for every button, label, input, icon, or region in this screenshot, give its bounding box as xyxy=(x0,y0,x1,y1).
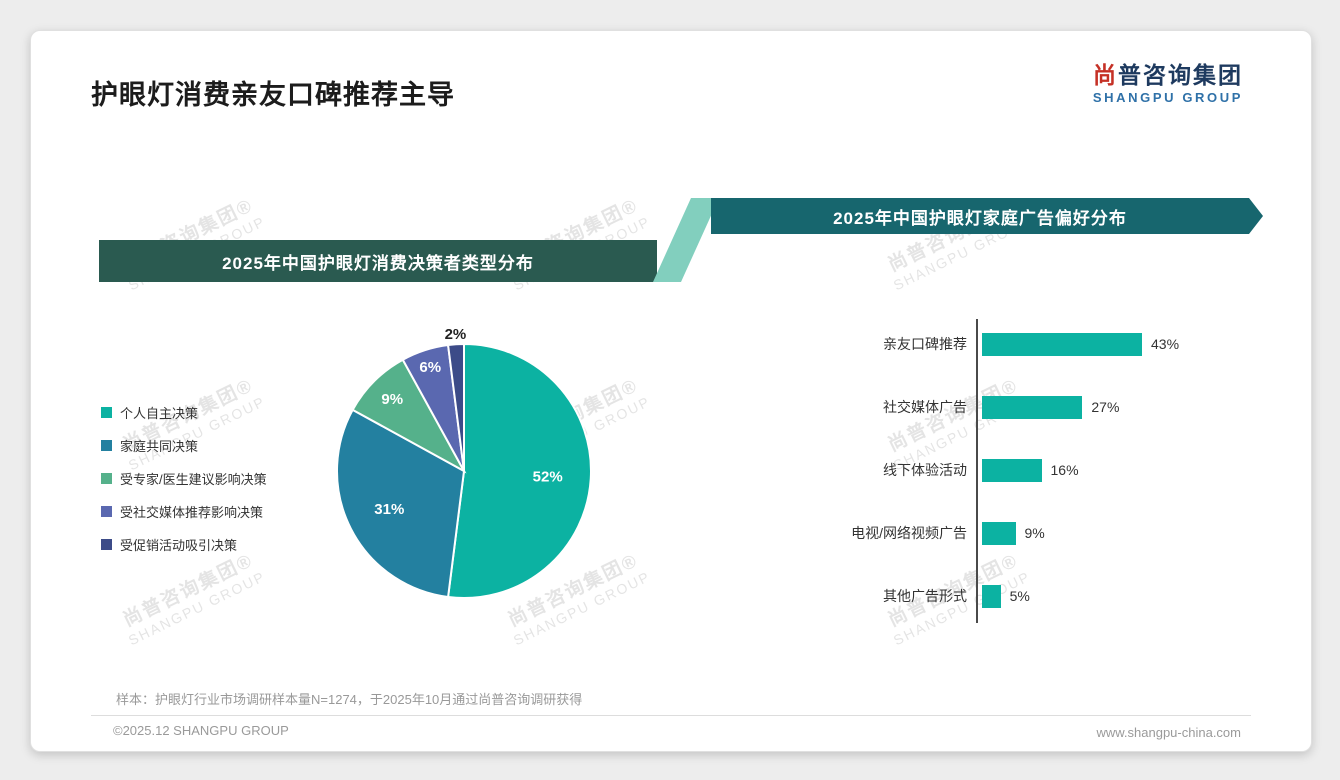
pie-slice xyxy=(446,342,592,599)
pie-slice-label: 9% xyxy=(381,391,403,408)
legend-swatch xyxy=(101,407,112,418)
bar-row: 线下体验活动 16% xyxy=(811,459,1281,482)
bar-row: 社交媒体广告 27% xyxy=(811,396,1281,419)
legend-swatch xyxy=(101,506,112,517)
bar-category-label: 线下体验活动 xyxy=(883,462,967,478)
legend-item: 家庭共同决策 xyxy=(101,436,267,455)
bar xyxy=(982,585,1001,608)
banner-graphics xyxy=(99,198,1263,282)
legend-label: 家庭共同决策 xyxy=(120,439,199,454)
bar-category-label: 亲友口碑推荐 xyxy=(883,336,967,352)
page-title: 护眼灯消费亲友口碑推荐主导 xyxy=(91,80,455,110)
bar-row: 电视/网络视频广告 9% xyxy=(811,522,1281,545)
pie-slice xyxy=(446,342,465,472)
pie-slice-label: 52% xyxy=(533,468,563,485)
legend-item: 受专家/医生建议影响决策 xyxy=(101,469,267,488)
right-banner-arrow xyxy=(1249,198,1263,234)
bar-value-label: 5% xyxy=(1009,588,1030,604)
copyright: ©2025.12 SHANGPU GROUP xyxy=(113,723,289,738)
banner-connector-shape xyxy=(653,198,719,282)
legend-item: 个人自主决策 xyxy=(101,403,267,422)
sample-note: 样本：护眼灯行业市场调研样本量N=1274，于2025年10月通过尚普咨询调研获… xyxy=(116,692,583,707)
bar xyxy=(982,522,1016,545)
left-banner-shape xyxy=(99,240,657,282)
bar-value-label: 43% xyxy=(1151,336,1180,352)
legend-item: 受促销活动吸引决策 xyxy=(101,535,267,554)
legend-label: 个人自主决策 xyxy=(120,406,199,421)
footer-divider xyxy=(91,715,1251,716)
content-layer: 护眼灯消费亲友口碑推荐主导 尚普咨询集团 SHANGPU GROUP 2025年… xyxy=(31,31,1311,751)
legend-label: 受促销活动吸引决策 xyxy=(120,538,238,553)
logo-en-text: SHANGPU GROUP xyxy=(1092,90,1243,105)
legend-item: 受社交媒体推荐影响决策 xyxy=(101,502,267,521)
bar-category-label: 电视/网络视频广告 xyxy=(851,525,967,541)
bar-row: 其他广告形式 5% xyxy=(811,585,1281,608)
legend-swatch xyxy=(101,440,112,451)
logo: 尚普咨询集团 SHANGPU GROUP xyxy=(1093,61,1243,105)
bar xyxy=(982,396,1083,419)
pie-slice-label: 6% xyxy=(419,359,441,376)
right-banner-shape xyxy=(711,198,1249,234)
pie-slice-label: 31% xyxy=(374,501,404,518)
bar-category-label: 其他广告形式 xyxy=(883,588,967,604)
pie-chart: 52% 31% 9% 6%2% xyxy=(336,326,592,599)
bar-row: 亲友口碑推荐 43% xyxy=(811,333,1281,356)
bar-chart: 亲友口碑推荐 43% 社交媒体广告 27% 线下体验活动 16% 电视/网络视频广告 9% 其他… xyxy=(811,319,1281,631)
logo-cn-text: 尚普咨询集团 xyxy=(1093,62,1243,88)
bar xyxy=(982,459,1042,482)
bar-value-label: 16% xyxy=(1050,462,1079,478)
pie-chart-title: 2025年中国护眼灯消费决策者类型分布 xyxy=(222,253,534,273)
pie-legend: 个人自主决策 家庭共同决策受专家/医生建议影响决策 受社交媒体推荐影响决策 受促销活动… xyxy=(101,403,267,568)
pie-slice xyxy=(336,408,466,599)
legend-label: 受专家/医生建议影响决策 xyxy=(120,472,267,487)
pie-slice-label: 2% xyxy=(445,326,467,343)
bar-value-label: 9% xyxy=(1024,525,1045,541)
legend-swatch xyxy=(101,473,112,484)
bar-category-label: 社交媒体广告 xyxy=(883,399,967,415)
website-link: www.shangpu-china.com xyxy=(1096,725,1241,740)
bar-axis-line xyxy=(976,319,978,623)
legend-label: 受社交媒体推荐影响决策 xyxy=(120,505,264,520)
legend-swatch xyxy=(101,539,112,550)
bar xyxy=(982,333,1142,356)
bar-value-label: 27% xyxy=(1091,399,1120,415)
bar-chart-title: 2025年中国护眼灯家庭广告偏好分布 xyxy=(833,208,1127,228)
